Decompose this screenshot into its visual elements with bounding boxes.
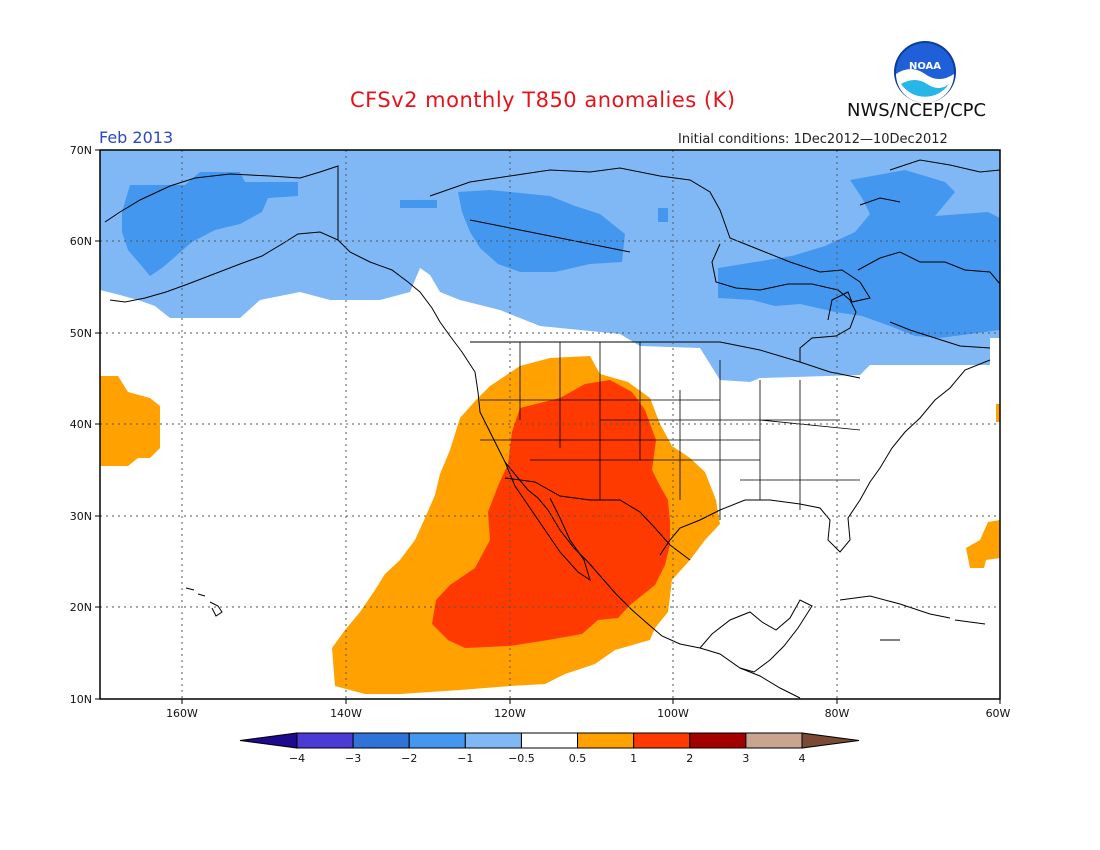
positive-anomaly-region (100, 356, 1000, 694)
us-mexico-border (504, 477, 691, 561)
lat-label: 70N (70, 144, 92, 157)
lat-label: 60N (70, 235, 92, 248)
baja-california (504, 461, 591, 582)
forecast-period: Feb 2013 (99, 128, 174, 147)
lat-label: 20N (70, 601, 92, 614)
colorbar-label: 0.5 (569, 752, 587, 765)
colorbar-label: −4 (289, 752, 305, 765)
colorbar-label: −2 (401, 752, 417, 765)
colorbar-label: 1 (630, 752, 637, 765)
us-canada-border (470, 341, 861, 379)
axis-ticks (95, 149, 1001, 704)
colorbar-swatch (352, 732, 410, 749)
colorbar-swatch (577, 732, 635, 749)
lat-label: 30N (70, 510, 92, 523)
colorbar-max-arrow (801, 732, 860, 749)
gulf-coast (659, 359, 991, 556)
lat-label: 50N (70, 327, 92, 340)
negative-anomaly-mid (458, 190, 625, 272)
colorbar-label: −1 (457, 752, 473, 765)
positive-anomaly-light (996, 404, 1000, 422)
lat-label: 10N (70, 693, 92, 706)
colorbar-swatch (633, 732, 691, 749)
positive-anomaly-light (100, 376, 160, 466)
colorbar-swatch (745, 732, 803, 749)
lon-label: 60W (986, 707, 1011, 720)
negative-anomaly-mid (658, 208, 668, 222)
initial-conditions: Initial conditions: 1Dec2012—10Dec2012 (678, 132, 948, 147)
colorbar-min-arrow (239, 732, 298, 749)
caribbean-islands (839, 595, 986, 641)
positive-anomaly-light (966, 520, 1000, 568)
latitude-labels: 70N 60N 50N 40N 30N 20N 10N (70, 144, 92, 706)
colorbar-label: 4 (799, 752, 806, 765)
lon-label: 100W (657, 707, 689, 720)
lon-label: 120W (494, 707, 526, 720)
lat-label: 40N (70, 418, 92, 431)
colorbar: −4 −3 −2 −1 −0.5 0.5 1 2 3 4 (239, 732, 860, 765)
positive-anomaly-mid (432, 380, 670, 648)
canada-arctic-coastline (429, 167, 871, 321)
negative-anomaly-mid (400, 200, 437, 208)
colorbar-label: −3 (345, 752, 361, 765)
map-boundaries (104, 159, 1001, 699)
labrador-coastline (857, 251, 1001, 349)
negative-anomaly-mid (122, 172, 298, 276)
greenland-coast (859, 159, 1001, 206)
lon-label: 80W (825, 707, 850, 720)
noaa-logo-text: NOAA (909, 61, 941, 72)
colorbar-swatch (408, 732, 466, 749)
colorbar-label: 3 (742, 752, 749, 765)
lon-label: 140W (330, 707, 362, 720)
lon-label: 160W (166, 707, 198, 720)
noaa-logo: NOAA (894, 41, 956, 103)
colorbar-label: 2 (686, 752, 693, 765)
agency-label: NWS/NCEP/CPC (847, 100, 987, 121)
colorbar-swatch (689, 732, 747, 749)
colorbar-swatch (520, 732, 579, 749)
hawaii-islands (185, 587, 223, 617)
colorbar-swatch (464, 732, 522, 749)
colorbar-swatch (296, 732, 354, 749)
hudson-bay-coastline (711, 243, 857, 362)
negative-anomaly-region (100, 150, 1000, 382)
state-lines (480, 342, 861, 520)
map-title: CFSv2 monthly T850 anomalies (K) (350, 88, 736, 112)
longitude-labels: 160W 140W 120W 100W 80W 60W (166, 707, 1010, 720)
yucatan-central-america (699, 599, 813, 673)
alaska-coastline (104, 165, 441, 323)
negative-anomaly-mid (718, 170, 1000, 338)
graticule (100, 150, 1000, 699)
west-coast-coastline (439, 321, 801, 699)
colorbar-label: −0.5 (508, 752, 535, 765)
